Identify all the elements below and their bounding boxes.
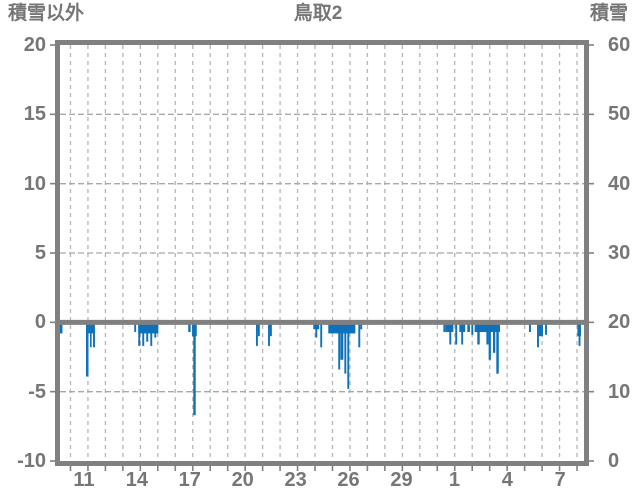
left-axis-title: 積雪以外	[8, 3, 85, 24]
axis-tick-marks	[50, 44, 594, 471]
bar	[455, 322, 458, 345]
y-right-label: 30	[608, 242, 631, 264]
bar	[142, 322, 145, 346]
x-axis-label: 23	[284, 469, 307, 491]
bar	[358, 322, 361, 348]
x-axis-label: 7	[554, 469, 566, 491]
x-axis-label: 14	[125, 469, 148, 491]
x-axis-label: 4	[501, 469, 513, 491]
bar	[138, 322, 141, 346]
frame-border	[55, 40, 589, 466]
y-right-label: 40	[608, 172, 631, 195]
bar	[545, 322, 547, 335]
bar	[492, 322, 496, 353]
bar	[461, 322, 464, 345]
bar	[86, 322, 89, 377]
precipitation-bars	[60, 322, 582, 416]
bar	[60, 322, 63, 334]
bar	[255, 322, 258, 346]
bar	[90, 322, 92, 348]
bar	[537, 322, 539, 348]
bar	[449, 322, 452, 345]
bar	[488, 322, 491, 360]
bar	[188, 322, 191, 333]
bar	[496, 322, 499, 374]
horizontal-gridlines	[60, 113, 584, 393]
x-axis-label: 20	[231, 469, 254, 491]
y-left-label: -5	[28, 380, 46, 403]
bar	[257, 322, 260, 337]
bar	[154, 322, 157, 338]
bar	[134, 322, 137, 333]
bar	[538, 322, 543, 337]
bar	[93, 322, 95, 348]
y-left-label: 5	[34, 242, 46, 264]
x-axis-label: 11	[73, 469, 95, 491]
bar	[467, 322, 470, 333]
bar	[138, 322, 159, 334]
bar	[486, 322, 489, 345]
y-right-label: 60	[608, 34, 631, 56]
bar	[344, 322, 347, 374]
y-left-label: 15	[23, 103, 46, 126]
y-left-label: 10	[23, 172, 46, 195]
y-right-label: 20	[608, 311, 631, 334]
y-left-label: 0	[34, 311, 46, 334]
y-right-label: 10	[608, 380, 631, 403]
chart-title: 鳥取2	[293, 3, 343, 24]
bar	[477, 322, 480, 345]
bar	[528, 322, 531, 333]
bar	[88, 322, 91, 334]
y-right-label: 0	[608, 450, 620, 472]
y-right-label: 50	[608, 103, 631, 126]
bar	[315, 322, 318, 338]
bar	[193, 322, 196, 416]
bar	[150, 322, 153, 346]
bar	[268, 322, 270, 346]
y-left-label: -10	[17, 450, 46, 472]
bar	[347, 322, 350, 389]
bar	[338, 322, 341, 370]
right-axis-title: 積雪	[589, 3, 628, 24]
x-axis-label: 1	[448, 469, 460, 491]
y-left-label: 20	[23, 34, 46, 56]
bar	[471, 322, 474, 335]
x-axis-label: 26	[337, 469, 360, 491]
bar	[360, 322, 363, 330]
plot-frame	[55, 40, 589, 466]
bar	[269, 322, 272, 337]
bar	[340, 322, 344, 360]
bar	[578, 322, 581, 346]
x-axis-label: 29	[390, 469, 413, 491]
bar	[320, 322, 323, 348]
bar	[146, 322, 149, 342]
x-axis-label: 17	[178, 469, 201, 491]
bar	[443, 322, 446, 333]
bar	[91, 322, 94, 334]
